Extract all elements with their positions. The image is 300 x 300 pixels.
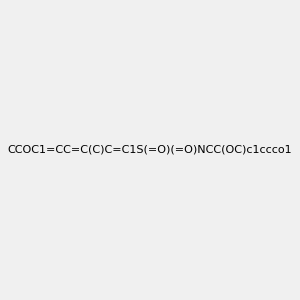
Text: CCOC1=CC=C(C)C=C1S(=O)(=O)NCC(OC)c1ccco1: CCOC1=CC=C(C)C=C1S(=O)(=O)NCC(OC)c1ccco1 [8,145,292,155]
